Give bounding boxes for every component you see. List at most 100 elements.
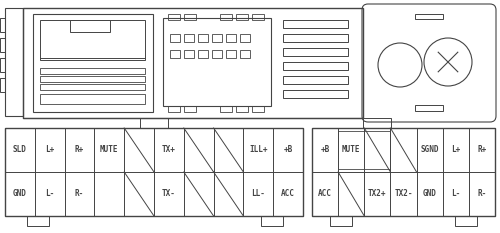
Bar [64, 172, 94, 216]
Bar [184, 106, 196, 112]
Bar [273, 128, 303, 172]
Bar [283, 76, 348, 84]
Bar [283, 34, 348, 42]
Text: SGND: SGND [420, 145, 439, 154]
Text: R-: R- [478, 189, 486, 199]
Bar [252, 14, 264, 20]
Bar [226, 50, 236, 58]
Bar [40, 76, 145, 82]
Bar [94, 172, 124, 216]
Bar [312, 172, 338, 216]
Bar [184, 14, 196, 20]
Text: GND: GND [13, 189, 27, 199]
Bar [338, 172, 364, 216]
Bar [168, 14, 180, 20]
Text: TX2+: TX2+ [368, 189, 386, 199]
Bar [0, 78, 5, 92]
Bar [364, 118, 392, 128]
Bar [184, 50, 194, 58]
Bar [40, 68, 145, 74]
Bar [390, 128, 416, 172]
Bar [415, 105, 443, 111]
Bar [442, 128, 469, 172]
Bar [124, 128, 154, 172]
Bar [5, 128, 35, 172]
Bar [220, 106, 232, 112]
Text: +B: +B [284, 145, 292, 154]
Bar [184, 128, 214, 172]
Bar [469, 172, 495, 216]
Text: +B: +B [320, 145, 330, 154]
Text: L-: L- [45, 189, 54, 199]
Bar [240, 34, 250, 42]
Bar [283, 62, 348, 70]
Text: R+: R+ [478, 145, 486, 154]
Text: L+: L+ [45, 145, 54, 154]
Bar [163, 18, 271, 106]
Bar [220, 14, 232, 20]
Bar [70, 20, 110, 32]
Text: ACC: ACC [281, 189, 295, 199]
Bar [283, 90, 348, 98]
Bar [364, 128, 390, 172]
Bar [312, 128, 495, 216]
Text: R+: R+ [75, 145, 84, 154]
Bar [0, 18, 5, 32]
Bar [170, 34, 180, 42]
Bar [214, 172, 244, 216]
Bar [455, 216, 477, 226]
Bar [212, 34, 222, 42]
Bar [236, 14, 248, 20]
Bar [35, 128, 64, 172]
Bar [124, 172, 154, 216]
Bar [40, 20, 145, 60]
Bar [94, 128, 124, 172]
Text: ACC: ACC [318, 189, 332, 199]
Text: ILL+: ILL+ [249, 145, 268, 154]
Bar [198, 50, 208, 58]
Bar [416, 128, 442, 172]
Bar [283, 20, 348, 28]
Bar [33, 14, 153, 112]
Bar [273, 172, 303, 216]
Bar [5, 128, 303, 216]
Bar [236, 106, 248, 112]
Bar [40, 84, 145, 90]
Text: MUTE: MUTE [100, 145, 118, 154]
Bar [330, 216, 352, 226]
Bar [198, 34, 208, 42]
Bar [23, 8, 363, 118]
Bar [5, 8, 23, 116]
Bar [252, 106, 264, 112]
Text: LL-: LL- [252, 189, 265, 199]
Text: TX-: TX- [162, 189, 176, 199]
Bar [415, 14, 443, 19]
Bar [40, 94, 145, 104]
Bar [0, 58, 5, 72]
Text: L+: L+ [451, 145, 460, 154]
Text: TX+: TX+ [162, 145, 176, 154]
Bar [27, 216, 49, 226]
Bar [390, 172, 416, 216]
Bar [244, 128, 273, 172]
Bar [168, 106, 180, 112]
Text: TX2-: TX2- [394, 189, 413, 199]
Bar [214, 128, 244, 172]
Bar [469, 128, 495, 172]
Bar [0, 38, 5, 52]
Bar [226, 34, 236, 42]
Text: MUTE: MUTE [342, 145, 360, 154]
Bar [184, 34, 194, 42]
Bar [338, 131, 390, 169]
Bar [244, 172, 273, 216]
Bar [212, 50, 222, 58]
Text: L-: L- [451, 189, 460, 199]
Text: R-: R- [75, 189, 84, 199]
Bar [364, 172, 390, 216]
Bar [154, 128, 184, 172]
Bar [154, 172, 184, 216]
Bar [170, 50, 180, 58]
Bar [261, 216, 283, 226]
Bar [283, 48, 348, 56]
Bar [64, 128, 94, 172]
